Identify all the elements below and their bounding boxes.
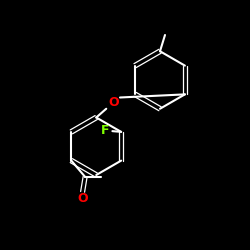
Text: O: O <box>77 192 88 204</box>
Text: O: O <box>108 96 119 109</box>
Text: F: F <box>101 124 109 137</box>
